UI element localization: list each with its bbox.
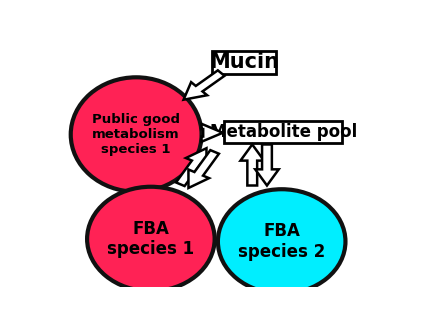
FancyBboxPatch shape — [212, 51, 276, 74]
Text: Mucin: Mucin — [209, 52, 279, 72]
Ellipse shape — [218, 189, 346, 294]
FancyArrow shape — [202, 124, 223, 142]
FancyArrow shape — [255, 144, 279, 185]
Text: FBA
species 2: FBA species 2 — [238, 222, 325, 261]
FancyBboxPatch shape — [225, 121, 342, 143]
Ellipse shape — [71, 77, 202, 192]
FancyArrow shape — [176, 148, 206, 186]
FancyArrow shape — [189, 150, 219, 188]
Text: FBA
species 1: FBA species 1 — [107, 220, 195, 258]
FancyArrow shape — [241, 144, 264, 185]
FancyArrow shape — [184, 70, 225, 100]
Text: Public good
metabolism
species 1: Public good metabolism species 1 — [92, 113, 180, 156]
Ellipse shape — [87, 187, 215, 291]
Text: Metabolite pool: Metabolite pool — [210, 123, 357, 141]
